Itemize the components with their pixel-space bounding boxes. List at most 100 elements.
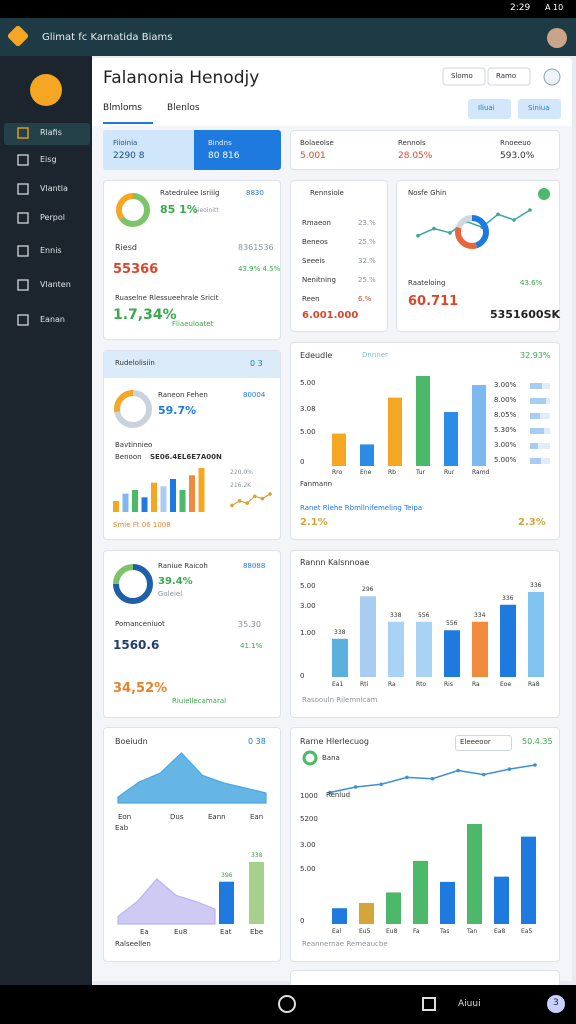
list-value: 5.30% [494,426,517,434]
y-tick-label: 5.00 [300,582,316,590]
action-button[interactable]: Siniua [528,104,550,112]
nav-label[interactable]: Aiuui [458,999,481,1009]
dropdown[interactable]: Eleeeoor [460,738,491,746]
filter-button[interactable]: Ramo [496,72,517,80]
app-title: Glimat fc Karnatida Biams [42,32,173,43]
sidebar-logo[interactable] [30,74,62,106]
recents-button[interactable] [422,997,436,1011]
sidebar-item[interactable]: Eisg [40,155,57,164]
row-value: 32.% [358,257,376,265]
line-point [260,496,265,501]
x-tick-label: Ramd [472,469,490,476]
x-tick-label: Ebe [250,928,264,936]
mini-row: 220.0% [230,469,253,476]
card-footer: Ralseellen [115,940,151,948]
tab[interactable]: Blenlos [167,103,200,113]
bar [444,630,460,677]
value-label: 396 [221,871,233,879]
sidebar [0,56,92,985]
sidebar-icon [17,154,29,166]
bar [388,621,404,677]
line-series [417,209,531,237]
sidebar-item[interactable]: Vlantla [40,184,68,193]
dropdown[interactable] [455,735,512,751]
tab-underline [103,122,153,124]
badge: 0 38 [248,737,266,746]
kpi-card[interactable] [103,130,194,170]
donut-segment [116,193,150,227]
action-box [468,99,511,119]
area-series [117,878,216,925]
badge: 50.4.35 [522,737,553,746]
card-big: 1560.6 [113,638,160,652]
x-tick-label: Ea8 [494,928,506,935]
bar [179,490,186,512]
kpi-card[interactable] [194,130,281,170]
status-time: 2:29 [510,3,531,13]
bar [521,836,536,924]
row-label: Rmaeon [302,219,331,227]
bar [198,468,205,512]
card [290,180,388,332]
axis-note: Eab [115,824,129,832]
card-side: 8361536 [238,243,274,252]
tab[interactable]: Blmloms [103,103,142,113]
y-tick-label: 3.08 [300,405,316,413]
sidebar-item[interactable]: Eanan [40,315,65,324]
filter-button[interactable]: Slomo [451,72,473,80]
bar [388,397,402,466]
bar [249,862,264,924]
x-tick-label: Ra [388,681,396,688]
card-title: Edeudle [300,351,333,360]
line-point [253,494,257,499]
progress-track [530,443,550,449]
card-value: 85 1% [160,203,198,216]
x-tick-label: Eal [332,928,342,935]
sidebar-item[interactable]: Rlafis [40,128,62,137]
list-value: 5.00% [494,456,517,464]
value-label: 556 [446,620,458,628]
home-button[interactable] [278,995,296,1013]
line-series [231,493,271,506]
line-point [405,775,409,780]
card-title: Nosfe Ghin [408,189,447,197]
line-point [416,233,420,238]
kpi-label: Rennols [398,139,426,147]
card-big: 6.001.000 [302,310,359,321]
axis-note: Fanmann [300,480,333,488]
card [103,180,281,340]
x-tick-label: Rb [388,469,396,476]
line-point [512,218,516,222]
card-label: Pomanceniuot [115,620,165,628]
nav-badge[interactable]: 3 [553,998,559,1008]
bar [122,493,129,512]
sidebar-item[interactable]: Vlanten [40,280,71,289]
y-tick-label: 5.00 [300,379,316,387]
bar [467,824,482,924]
row-label: Seeeis [302,257,325,265]
app-bar [0,18,576,56]
sidebar-item[interactable]: Perpol [40,213,65,222]
list-value: 8.05% [494,411,517,419]
x-tick-label: Rti [360,681,369,688]
kpi-value: 28.05% [398,151,433,161]
kpi-value: 80 816 [208,151,240,161]
kpi-value: 2290 8 [113,151,145,161]
card-label: Raateloing [408,279,446,287]
row-label: Nenitning [302,276,336,284]
sidebar-item[interactable]: Ennis [40,246,62,255]
x-tick-label: Ea1 [332,681,344,688]
line-point [432,226,436,231]
row-value: 25.% [358,276,376,284]
bar [528,592,544,677]
sidebar-icon [17,212,29,224]
row-label: Reen [302,295,320,303]
sidebar-icon [17,183,29,195]
bar [500,604,516,677]
kpi-label: Bolaeolse [300,139,334,147]
action-button[interactable]: Iliuai [478,104,495,112]
avatar[interactable] [547,28,567,48]
kpi-card[interactable] [290,130,560,170]
badge: 32.93% [520,351,551,360]
